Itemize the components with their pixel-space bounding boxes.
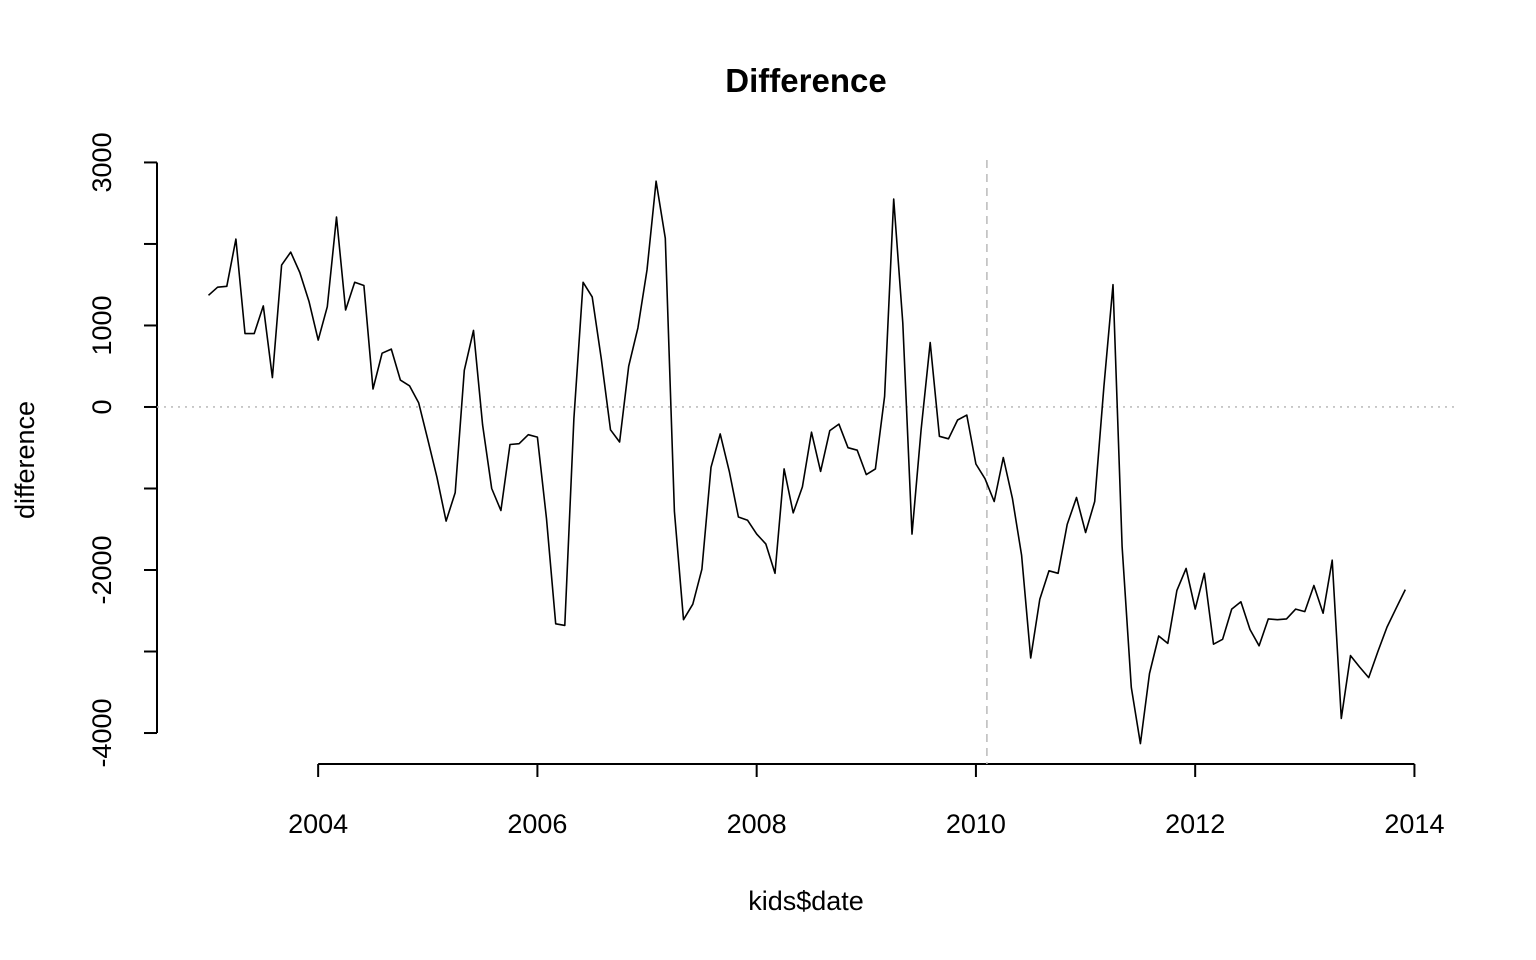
x-tick-label: 2010 <box>946 809 1006 839</box>
x-axis-ticks: 2004 2006 2008 2010 2012 2014 <box>288 764 1444 839</box>
y-tick-label: 0 <box>87 399 117 414</box>
y-axis-label: difference <box>10 401 40 519</box>
x-tick-label: 2014 <box>1384 809 1444 839</box>
chart-title: Difference <box>725 62 886 99</box>
y-tick-label: 3000 <box>87 132 117 192</box>
x-tick-label: 2012 <box>1165 809 1225 839</box>
y-tick-label: 1000 <box>87 295 117 355</box>
difference-series-line <box>207 180 1407 745</box>
x-tick-label: 2004 <box>288 809 348 839</box>
y-tick-label: -2000 <box>87 535 117 604</box>
x-axis-label: kids$date <box>748 886 864 916</box>
x-tick-label: 2006 <box>507 809 567 839</box>
y-tick-label: -4000 <box>87 698 117 767</box>
x-tick-label: 2008 <box>727 809 787 839</box>
y-axis-ticks: -4000 -2000 0 1000 3000 <box>87 132 157 768</box>
